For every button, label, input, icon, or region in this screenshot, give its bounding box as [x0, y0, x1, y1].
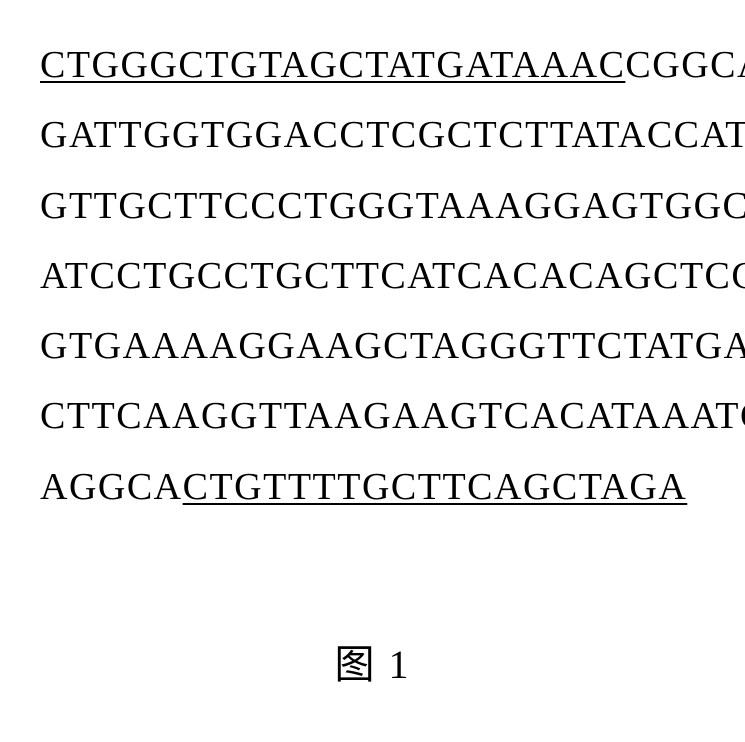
sequence-line-7: AGGCACTGTTTTGCTTCAGCTAGA [40, 452, 705, 522]
sequence-line-3: GTTGCTTCCCTGGGTAAAGGAGTGGCCTGTA [40, 171, 705, 241]
figure-caption: 图 1 [0, 632, 745, 690]
sequence-text: AGGCA [40, 466, 183, 508]
sequence-text: GATTGGTGGACCTCGCTCTTATACCATCGCA [40, 114, 745, 156]
sequence-text: GTGAAAAGGAAGCTAGGGTTCTATGAATGGA [40, 325, 745, 367]
sequence-text: CTTCAAGGTTAAGAAGTCACATAAATCCCAC [40, 395, 745, 437]
sequence-line-5: GTGAAAAGGAAGCTAGGGTTCTATGAATGGA [40, 311, 705, 381]
sequence-line-2: GATTGGTGGACCTCGCTCTTATACCATCGCA [40, 100, 705, 170]
primer-underline-start: CTGGGCTGTAGCTATGATAAAC [40, 44, 625, 86]
sequence-container: CTGGGCTGTAGCTATGATAAACCGGCAGGA GATTGGTGG… [0, 0, 745, 522]
primer-underline-end: CTGTTTTGCTTCAGCTAGA [183, 466, 688, 508]
sequence-text: CGGCAGGA [625, 44, 745, 86]
sequence-line-1: CTGGGCTGTAGCTATGATAAACCGGCAGGA [40, 30, 705, 100]
sequence-line-6: CTTCAAGGTTAAGAAGTCACATAAATCCCAC [40, 381, 705, 451]
sequence-line-4: ATCCTGCCTGCTTCATCACACAGCTCCTCCCT [40, 241, 705, 311]
sequence-text: ATCCTGCCTGCTTCATCACACAGCTCCTCCCT [40, 255, 745, 297]
sequence-text: GTTGCTTCCCTGGGTAAAGGAGTGGCCTGTA [40, 185, 745, 227]
